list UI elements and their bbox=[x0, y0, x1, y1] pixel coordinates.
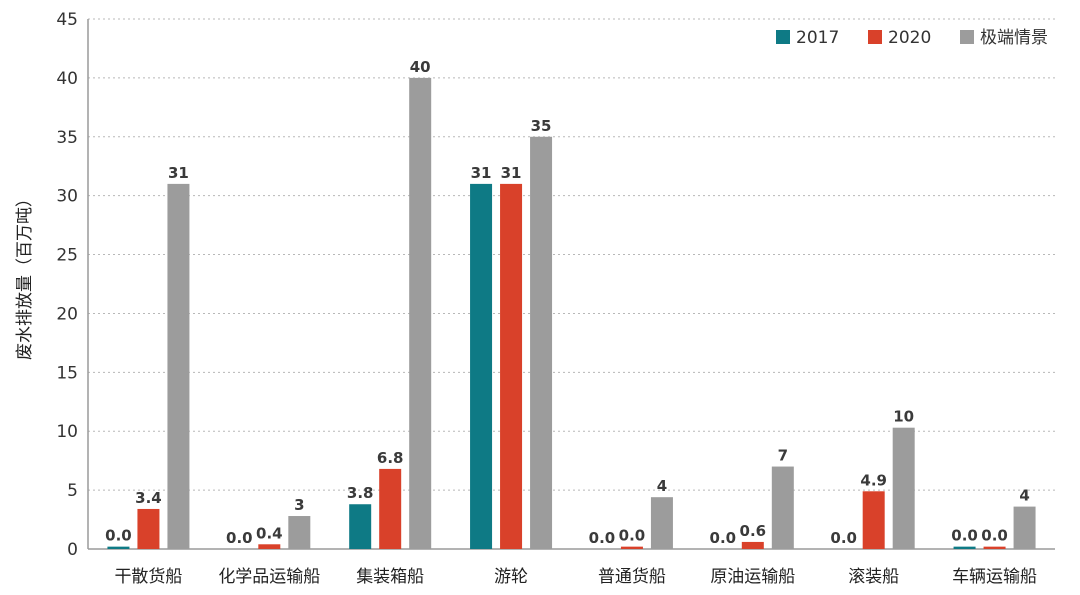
x-category-label: 滚装船 bbox=[848, 567, 899, 587]
data-label: 0.0 bbox=[619, 527, 646, 545]
bar bbox=[137, 508, 160, 549]
x-category-label: 原油运输船 bbox=[710, 567, 795, 587]
data-label: 3.8 bbox=[347, 484, 374, 502]
data-label: 3 bbox=[294, 496, 304, 514]
bar bbox=[1013, 506, 1036, 549]
data-label: 40 bbox=[410, 58, 431, 76]
data-label: 0.0 bbox=[830, 529, 857, 547]
data-label: 0.0 bbox=[981, 527, 1008, 545]
data-label: 0.0 bbox=[589, 529, 616, 547]
y-tick-label: 45 bbox=[56, 10, 78, 30]
legend-label: 2020 bbox=[888, 28, 931, 48]
data-label: 35 bbox=[531, 117, 552, 135]
bar bbox=[983, 546, 1006, 549]
data-label: 31 bbox=[471, 164, 492, 182]
legend-swatch bbox=[776, 30, 790, 44]
bar bbox=[500, 183, 523, 549]
bar bbox=[650, 497, 673, 549]
bar bbox=[107, 546, 130, 549]
y-tick-label: 40 bbox=[56, 69, 78, 89]
y-tick-label: 25 bbox=[56, 246, 78, 266]
x-axis-categories: 干散货船 化学品运输船 集装箱船 游轮 普通货船 原油运输船 滚装船 车辆运输船 bbox=[114, 567, 1037, 587]
bar bbox=[892, 427, 915, 549]
bar bbox=[167, 183, 190, 549]
data-label: 0.0 bbox=[226, 529, 253, 547]
data-label: 4.9 bbox=[860, 471, 887, 489]
bars bbox=[107, 77, 1036, 549]
y-tick-label: 0 bbox=[67, 540, 78, 560]
legend-swatch bbox=[868, 30, 882, 44]
y-axis-ticks: 0 5 10 15 20 25 30 35 40 45 bbox=[56, 10, 78, 560]
x-category-label: 游轮 bbox=[494, 567, 528, 587]
x-category-label: 普通货船 bbox=[598, 567, 666, 587]
y-tick-label: 10 bbox=[56, 422, 78, 442]
bar bbox=[470, 183, 493, 549]
bar bbox=[349, 504, 372, 549]
bar bbox=[771, 466, 794, 549]
data-label: 10 bbox=[893, 408, 914, 426]
data-label: 6.8 bbox=[377, 449, 404, 467]
legend-swatch bbox=[960, 30, 974, 44]
data-label: 0.0 bbox=[710, 529, 737, 547]
y-tick-label: 20 bbox=[56, 304, 78, 324]
bar bbox=[379, 468, 402, 549]
data-label: 0.4 bbox=[256, 524, 283, 542]
legend-label: 极端情景 bbox=[980, 28, 1048, 48]
y-tick-label: 15 bbox=[56, 363, 78, 383]
y-tick-label: 30 bbox=[56, 187, 78, 207]
data-label: 7 bbox=[778, 447, 788, 465]
data-label: 0.6 bbox=[740, 522, 767, 540]
bar bbox=[258, 544, 281, 549]
data-label: 0.0 bbox=[105, 527, 132, 545]
y-axis-label: 废水排放量（百万吨） bbox=[15, 190, 35, 360]
bar bbox=[409, 77, 432, 549]
bar bbox=[953, 546, 976, 549]
data-label: 3.4 bbox=[135, 489, 162, 507]
x-category-label: 干散货船 bbox=[114, 567, 182, 587]
bar bbox=[741, 541, 764, 549]
data-label: 0.0 bbox=[951, 527, 978, 545]
x-category-label: 车辆运输船 bbox=[952, 567, 1037, 587]
y-tick-label: 35 bbox=[56, 128, 78, 148]
y-tick-label: 5 bbox=[67, 481, 78, 501]
bar bbox=[530, 136, 553, 549]
bar bbox=[620, 546, 643, 549]
x-category-label: 化学品运输船 bbox=[218, 567, 320, 587]
bar bbox=[288, 516, 311, 549]
data-label: 4 bbox=[657, 477, 667, 495]
x-category-label: 集装箱船 bbox=[356, 567, 424, 587]
legend: 2017 2020 极端情景 bbox=[776, 28, 1048, 48]
legend-label: 2017 bbox=[796, 28, 839, 48]
bar bbox=[862, 491, 885, 549]
data-label: 31 bbox=[501, 164, 522, 182]
data-label: 31 bbox=[168, 164, 189, 182]
data-label: 4 bbox=[1019, 487, 1029, 505]
